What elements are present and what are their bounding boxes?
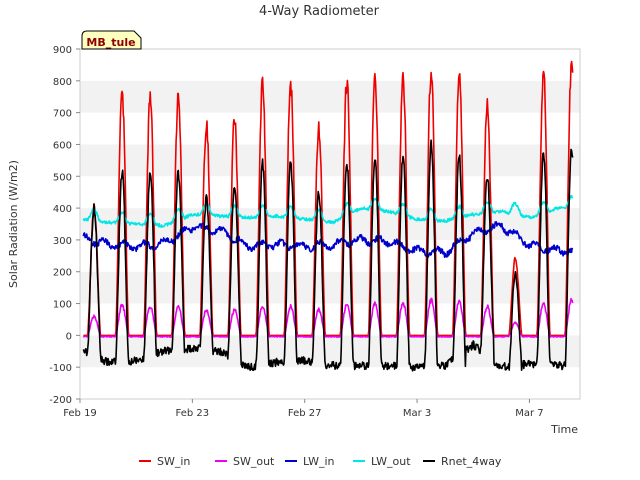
series-line-lw-out bbox=[82, 194, 574, 228]
y-tick-label: 300 bbox=[53, 236, 72, 247]
series-line-rnet-4way bbox=[82, 139, 574, 372]
site-label-tag-shape bbox=[81, 30, 142, 50]
legend: SW_in SW_out LW_in LW_out Rnet_4way bbox=[139, 455, 502, 468]
grid-band bbox=[80, 176, 580, 209]
y-tick-label: 800 bbox=[53, 77, 72, 88]
x-tick-label: Mar 3 bbox=[403, 408, 431, 419]
grid-band bbox=[80, 303, 580, 336]
grid-band bbox=[80, 271, 580, 304]
y-tick-label: 500 bbox=[53, 172, 72, 183]
chart-title: 4-Way Radiometer bbox=[259, 4, 380, 19]
grid-band bbox=[80, 239, 580, 272]
x-tick-label: Feb 19 bbox=[63, 408, 97, 419]
series-lines bbox=[82, 60, 574, 372]
y-tick-label: 700 bbox=[53, 109, 72, 120]
plot-frame bbox=[79, 48, 581, 400]
grid-band bbox=[80, 112, 580, 145]
x-axis: Feb 19 Feb 23 Feb 27 Mar 3 Mar 7 bbox=[63, 399, 544, 419]
legend-label: SW_in bbox=[157, 455, 190, 468]
y-tick-label: 900 bbox=[53, 45, 72, 56]
x-tick-label: Feb 27 bbox=[288, 408, 322, 419]
y-tick-label: -200 bbox=[49, 395, 72, 406]
grid-band bbox=[80, 49, 580, 81]
x-axis-label: Time bbox=[550, 423, 578, 436]
legend-label: LW_in bbox=[303, 455, 335, 468]
grid-band bbox=[80, 144, 580, 177]
legend-label: LW_out bbox=[371, 455, 411, 468]
y-tick-label: -100 bbox=[49, 363, 72, 374]
y-tick-label: 200 bbox=[53, 268, 72, 279]
y-tick-label: 600 bbox=[53, 140, 72, 151]
y-tick-label: 100 bbox=[53, 300, 72, 311]
series-line-sw-out bbox=[82, 297, 574, 338]
series-line-lw-in bbox=[82, 221, 574, 258]
y-axis: -200 -100 0 100 200 300 400 500 600 700 800 900 bbox=[49, 45, 80, 406]
site-label: MB_tule bbox=[86, 36, 135, 49]
x-tick-label: Feb 23 bbox=[176, 408, 210, 419]
grid-band bbox=[80, 367, 580, 399]
y-tick-label: 0 bbox=[66, 331, 72, 342]
site-label-box: MB_tule bbox=[81, 30, 142, 50]
x-tick-label: Mar 7 bbox=[515, 408, 543, 419]
y-tick-label: 400 bbox=[53, 204, 72, 215]
legend-label: SW_out bbox=[233, 455, 275, 468]
grid-band bbox=[80, 80, 580, 113]
y-axis-label: Solar Radiation (W/m2) bbox=[7, 160, 20, 288]
legend-label: Rnet_4way bbox=[441, 455, 502, 468]
